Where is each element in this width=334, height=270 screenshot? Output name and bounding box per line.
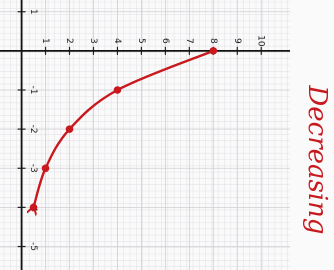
y-tick-label: -1 [28,86,38,95]
y-tick-label: 1 [28,9,38,15]
y-tick-label: -2 [28,125,38,134]
annotation: Decreasing [302,84,332,234]
y-tick-label: -3 [28,164,38,173]
x-tick-label: 7 [184,38,194,44]
y-tick-label: -5 [28,242,38,251]
x-tick-label: 1 [40,38,50,44]
x-tick-label: 5 [136,38,146,44]
point [30,204,38,212]
point [114,86,122,94]
point [66,125,74,133]
point [42,164,50,172]
x-tick-label: 3 [88,38,98,44]
point [210,47,218,55]
chart: 123456789101-1-2-3-4-5Decreasing [0,0,334,270]
x-tick-label: 6 [160,38,170,44]
x-tick-label: 10 [256,35,266,47]
x-tick-label: 2 [64,38,74,44]
x-tick-label: 9 [232,38,242,44]
x-tick-label: 4 [112,38,122,44]
x-tick-label: 8 [208,38,218,44]
